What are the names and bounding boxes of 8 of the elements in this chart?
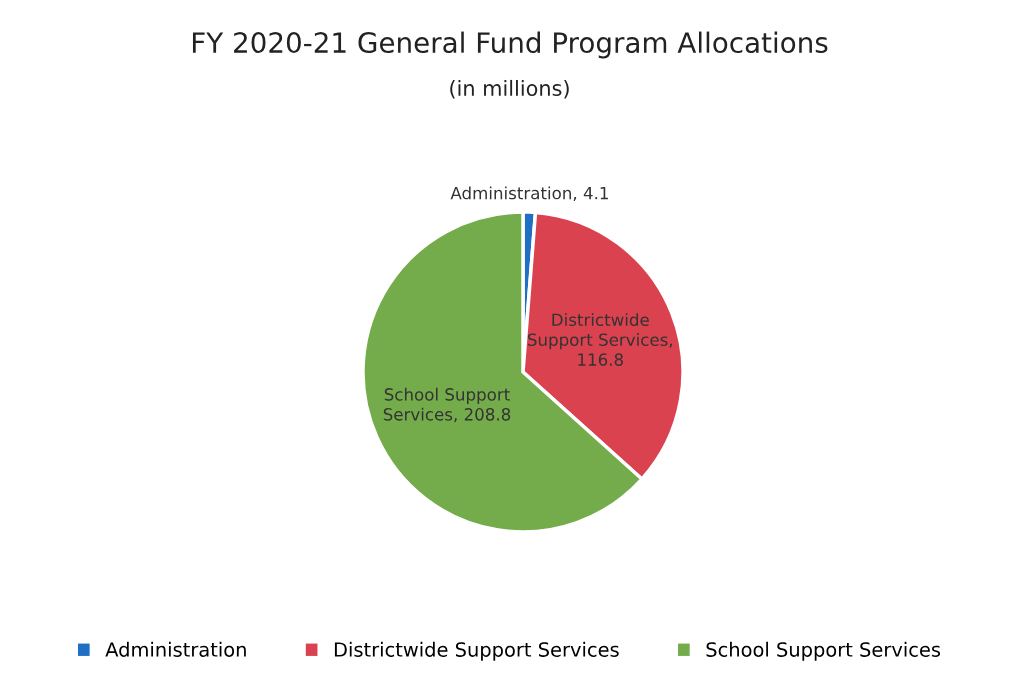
legend-label: Administration xyxy=(105,641,246,657)
chart-subtitle: (in millions) xyxy=(450,79,569,99)
chart-title: FY 2020-21 General Fund Program Allocations xyxy=(192,31,828,59)
data-label: Administration, 4.1 xyxy=(450,186,608,202)
data-label: School Support Services, 208.8 xyxy=(383,387,511,423)
data-label: Districtwide Support Services, 116.8 xyxy=(527,313,673,366)
legend-label: Districtwide Support Services xyxy=(334,641,619,661)
legend-label: School Support Services xyxy=(706,641,941,661)
